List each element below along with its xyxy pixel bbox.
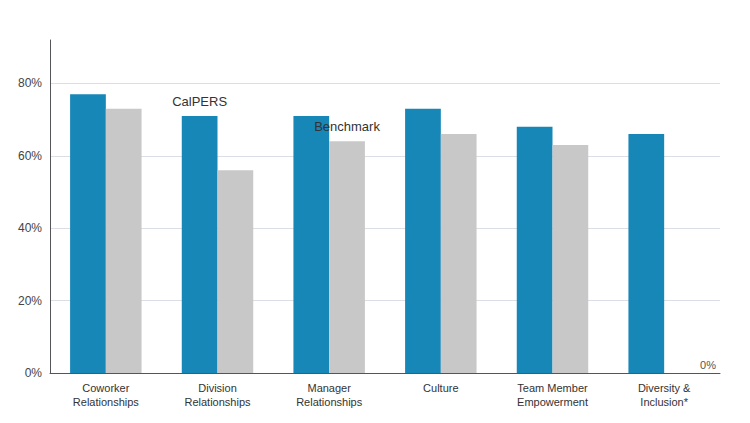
- svg-text:80%: 80%: [18, 76, 42, 90]
- svg-text:Culture: Culture: [423, 382, 458, 394]
- svg-text:60%: 60%: [18, 149, 42, 163]
- svg-text:40%: 40%: [18, 221, 42, 235]
- svg-text:Relationships: Relationships: [296, 396, 363, 408]
- svg-text:Diversity &: Diversity &: [638, 382, 691, 394]
- svg-text:0%: 0%: [25, 366, 43, 380]
- svg-text:Relationships: Relationships: [184, 396, 251, 408]
- svg-text:Team Member: Team Member: [517, 382, 588, 394]
- svg-text:0%: 0%: [700, 359, 716, 371]
- svg-text:Coworker: Coworker: [82, 382, 129, 394]
- svg-text:Empowerment: Empowerment: [517, 396, 588, 408]
- svg-text:Inclusion*: Inclusion*: [640, 396, 688, 408]
- svg-text:20%: 20%: [18, 294, 42, 308]
- svg-text:Benchmark: Benchmark: [314, 119, 380, 134]
- svg-text:Division: Division: [198, 382, 237, 394]
- svg-text:Manager: Manager: [307, 382, 351, 394]
- svg-text:CalPERS: CalPERS: [172, 94, 227, 109]
- svg-text:Relationships: Relationships: [73, 396, 140, 408]
